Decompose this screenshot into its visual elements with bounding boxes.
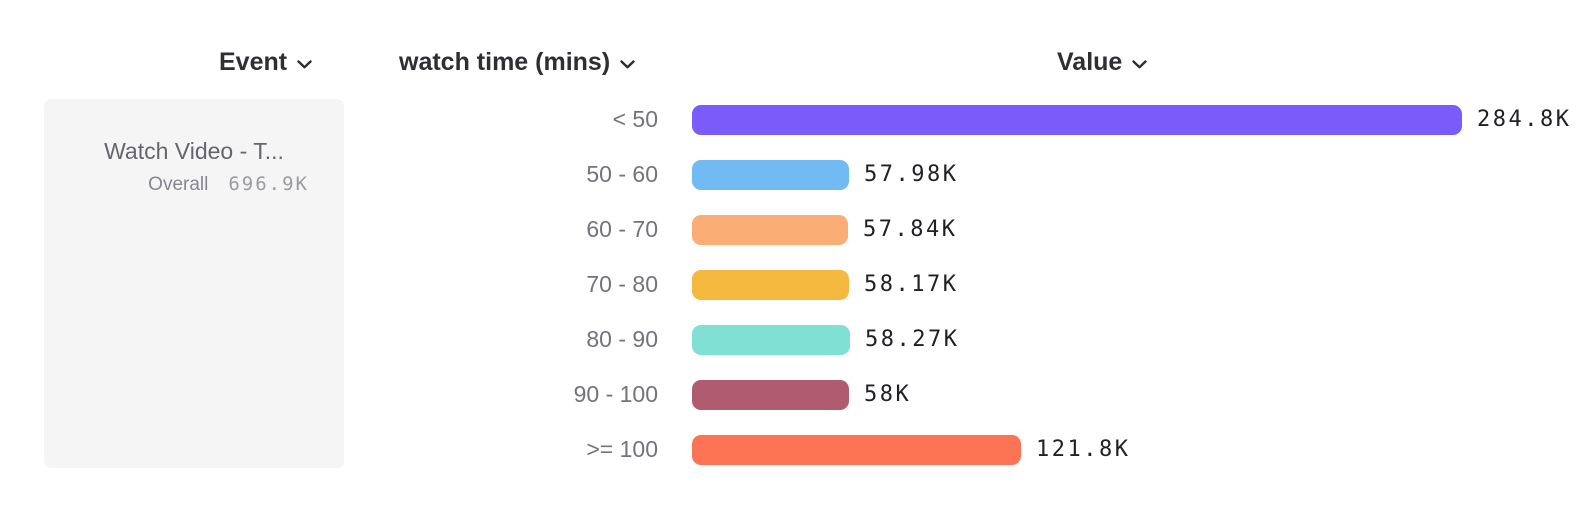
overall-row: Overall 696.9K — [44, 173, 344, 196]
bar-value-label: 121.8K — [1036, 437, 1131, 462]
bar-segment[interactable] — [692, 269, 849, 300]
bar-segment[interactable] — [692, 214, 848, 245]
bucket-label: 70 - 80 — [586, 271, 658, 297]
event-name: Watch Video - T... — [104, 138, 284, 164]
overall-value: 696.9K — [228, 173, 309, 195]
bar-segment[interactable] — [692, 159, 849, 190]
bar-value-label: 284.8K — [1477, 107, 1572, 132]
event-legend-card[interactable]: Watch Video - T... Overall 696.9K — [44, 99, 344, 468]
value-column-label: Value — [1057, 47, 1123, 76]
bar-chart: < 50 284.8K 50 - 60 57.98K 60 - 70 57.84… — [0, 92, 1592, 477]
bucket-label: >= 100 — [586, 436, 658, 462]
bar-row: 70 - 80 58.17K — [0, 257, 1592, 312]
bar-segment[interactable] — [692, 104, 1462, 135]
chevron-down-icon — [1132, 59, 1148, 68]
breakdown-column-header[interactable]: watch time (mins) — [399, 47, 635, 77]
event-column-header[interactable]: Event — [219, 47, 312, 77]
bucket-label: 80 - 90 — [586, 326, 658, 352]
breakdown-column-label: watch time (mins) — [399, 47, 611, 76]
bar-row: < 50 284.8K — [0, 92, 1592, 147]
chevron-down-icon — [620, 59, 635, 68]
bar-row: 80 - 90 58.27K — [0, 312, 1592, 367]
event-column-label: Event — [219, 47, 288, 76]
bar-value-label: 57.98K — [864, 162, 959, 187]
bar-row: 90 - 100 58K — [0, 367, 1592, 422]
bar-value-label: 58.27K — [865, 327, 960, 352]
bucket-label: 60 - 70 — [586, 216, 658, 242]
bucket-label: 50 - 60 — [586, 161, 658, 187]
bar-segment[interactable] — [692, 434, 1021, 465]
bucket-label: 90 - 100 — [573, 381, 658, 407]
bar-row: 60 - 70 57.84K — [0, 202, 1592, 257]
bar-value-label: 57.84K — [863, 217, 958, 242]
bucket-label: < 50 — [612, 106, 658, 132]
bar-row: 50 - 60 57.98K — [0, 147, 1592, 202]
value-column-header[interactable]: Value — [1057, 47, 1148, 77]
bar-segment[interactable] — [692, 324, 850, 355]
chevron-down-icon — [297, 59, 312, 68]
bar-value-label: 58.17K — [864, 272, 959, 297]
bar-value-label: 58K — [864, 382, 912, 407]
bar-segment[interactable] — [692, 379, 849, 410]
bar-row: >= 100 121.8K — [0, 422, 1592, 477]
overall-label: Overall — [148, 174, 209, 195]
